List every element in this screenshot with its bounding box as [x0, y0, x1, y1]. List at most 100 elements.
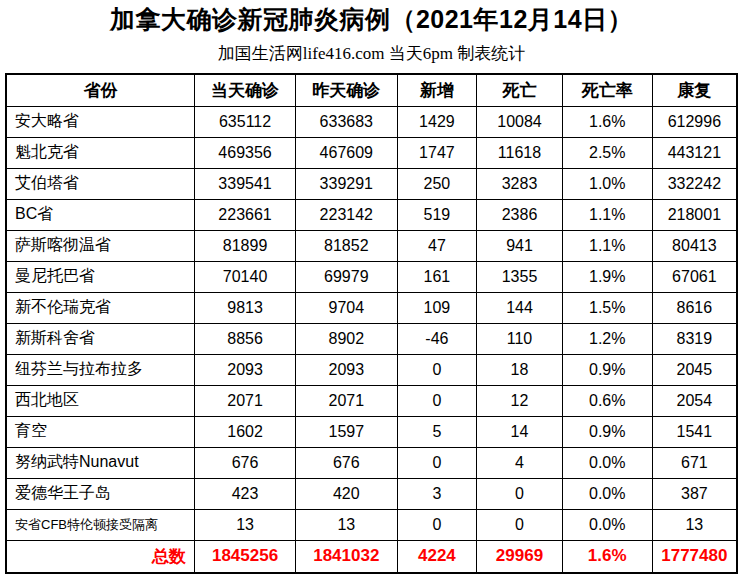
value-cell: 161: [397, 261, 477, 292]
value-cell: 4: [477, 447, 563, 478]
column-header: 省份: [6, 74, 195, 106]
province-cell: 育空: [6, 416, 195, 447]
table-row: 安大略省6351126336831429100841.6%612996: [6, 106, 737, 137]
total-value-cell: 29969: [477, 540, 563, 573]
value-cell: 250: [397, 168, 477, 199]
value-cell: 223142: [295, 199, 397, 230]
value-cell: 13: [295, 509, 397, 540]
value-cell: 469356: [195, 137, 296, 168]
value-cell: 443121: [652, 137, 737, 168]
total-value-cell: 1841032: [295, 540, 397, 573]
value-cell: 2045: [652, 354, 737, 385]
value-cell: 0.0%: [562, 509, 652, 540]
table-row: 安省CFB特伦顿接受隔离1313000.0%13: [6, 509, 737, 540]
value-cell: 0.0%: [562, 478, 652, 509]
value-cell: 2386: [477, 199, 563, 230]
province-cell: 安省CFB特伦顿接受隔离: [6, 509, 195, 540]
page-subtitle: 加国生活网life416.com 当天6pm 制表统计: [0, 43, 743, 65]
value-cell: 0: [397, 385, 477, 416]
value-cell: 1602: [195, 416, 296, 447]
value-cell: 676: [195, 447, 296, 478]
column-header: 当天确诊: [195, 74, 296, 106]
value-cell: 69979: [295, 261, 397, 292]
column-header: 新增: [397, 74, 477, 106]
value-cell: 1541: [652, 416, 737, 447]
total-value-cell: 1.6%: [562, 540, 652, 573]
table-row: BC省22366122314251923861.1%218001: [6, 199, 737, 230]
value-cell: 635112: [195, 106, 296, 137]
value-cell: -46: [397, 323, 477, 354]
value-cell: 67061: [652, 261, 737, 292]
column-header: 昨天确诊: [295, 74, 397, 106]
value-cell: 8616: [652, 292, 737, 323]
province-cell: BC省: [6, 199, 195, 230]
value-cell: 1.9%: [562, 261, 652, 292]
value-cell: 13: [652, 509, 737, 540]
value-cell: 2054: [652, 385, 737, 416]
province-cell: 艾伯塔省: [6, 168, 195, 199]
table-row: 育空160215975140.9%1541: [6, 416, 737, 447]
value-cell: 9813: [195, 292, 296, 323]
value-cell: 8319: [652, 323, 737, 354]
value-cell: 612996: [652, 106, 737, 137]
value-cell: 1.5%: [562, 292, 652, 323]
value-cell: 420: [295, 478, 397, 509]
value-cell: 70140: [195, 261, 296, 292]
page-title: 加拿大确诊新冠肺炎病例（2021年12月14日）: [0, 4, 743, 34]
table-footer: 总数184525618410324224299691.6%1777480: [6, 540, 737, 573]
value-cell: 0.0%: [562, 447, 652, 478]
value-cell: 8902: [295, 323, 397, 354]
value-cell: 0.9%: [562, 416, 652, 447]
total-value-cell: 4224: [397, 540, 477, 573]
province-cell: 新不伦瑞克省: [6, 292, 195, 323]
value-cell: 8856: [195, 323, 296, 354]
value-cell: 519: [397, 199, 477, 230]
value-cell: 676: [295, 447, 397, 478]
table-row: 爱德华王子岛423420300.0%387: [6, 478, 737, 509]
value-cell: 0: [477, 478, 563, 509]
value-cell: 1.1%: [562, 199, 652, 230]
value-cell: 10084: [477, 106, 563, 137]
table-row: 纽芬兰与拉布拉多209320930180.9%2045: [6, 354, 737, 385]
value-cell: 0: [397, 447, 477, 478]
value-cell: 14: [477, 416, 563, 447]
value-cell: 0: [397, 354, 477, 385]
value-cell: 81899: [195, 230, 296, 261]
value-cell: 1.0%: [562, 168, 652, 199]
value-cell: 80413: [652, 230, 737, 261]
value-cell: 941: [477, 230, 563, 261]
page: 加拿大确诊新冠肺炎病例（2021年12月14日） 加国生活网life416.co…: [0, 0, 743, 583]
value-cell: 0: [397, 509, 477, 540]
value-cell: 9704: [295, 292, 397, 323]
value-cell: 1747: [397, 137, 477, 168]
province-cell: 新斯科舍省: [6, 323, 195, 354]
table-header: 省份当天确诊昨天确诊新增死亡死亡率康复: [6, 74, 737, 106]
province-cell: 努纳武特Nunavut: [6, 447, 195, 478]
value-cell: 18: [477, 354, 563, 385]
value-cell: 110: [477, 323, 563, 354]
value-cell: 339291: [295, 168, 397, 199]
value-cell: 339541: [195, 168, 296, 199]
table-row: 魁北克省4693564676091747116182.5%443121: [6, 137, 737, 168]
value-cell: 218001: [652, 199, 737, 230]
value-cell: 13: [195, 509, 296, 540]
value-cell: 1429: [397, 106, 477, 137]
value-cell: 12: [477, 385, 563, 416]
value-cell: 423: [195, 478, 296, 509]
table-body: 安大略省6351126336831429100841.6%612996魁北克省4…: [6, 106, 737, 540]
province-cell: 纽芬兰与拉布拉多: [6, 354, 195, 385]
value-cell: 3: [397, 478, 477, 509]
value-cell: 0: [477, 509, 563, 540]
value-cell: 109: [397, 292, 477, 323]
covid-cases-table: 省份当天确诊昨天确诊新增死亡死亡率康复 安大略省6351126336831429…: [5, 73, 738, 574]
table-row: 新不伦瑞克省981397041091441.5%8616: [6, 292, 737, 323]
value-cell: 1.6%: [562, 106, 652, 137]
province-cell: 曼尼托巴省: [6, 261, 195, 292]
total-label-cell: 总数: [6, 540, 195, 573]
table-row: 曼尼托巴省701406997916113551.9%67061: [6, 261, 737, 292]
table-row: 萨斯喀彻温省8189981852479411.1%80413: [6, 230, 737, 261]
value-cell: 1355: [477, 261, 563, 292]
value-cell: 3283: [477, 168, 563, 199]
value-cell: 223661: [195, 199, 296, 230]
value-cell: 467609: [295, 137, 397, 168]
